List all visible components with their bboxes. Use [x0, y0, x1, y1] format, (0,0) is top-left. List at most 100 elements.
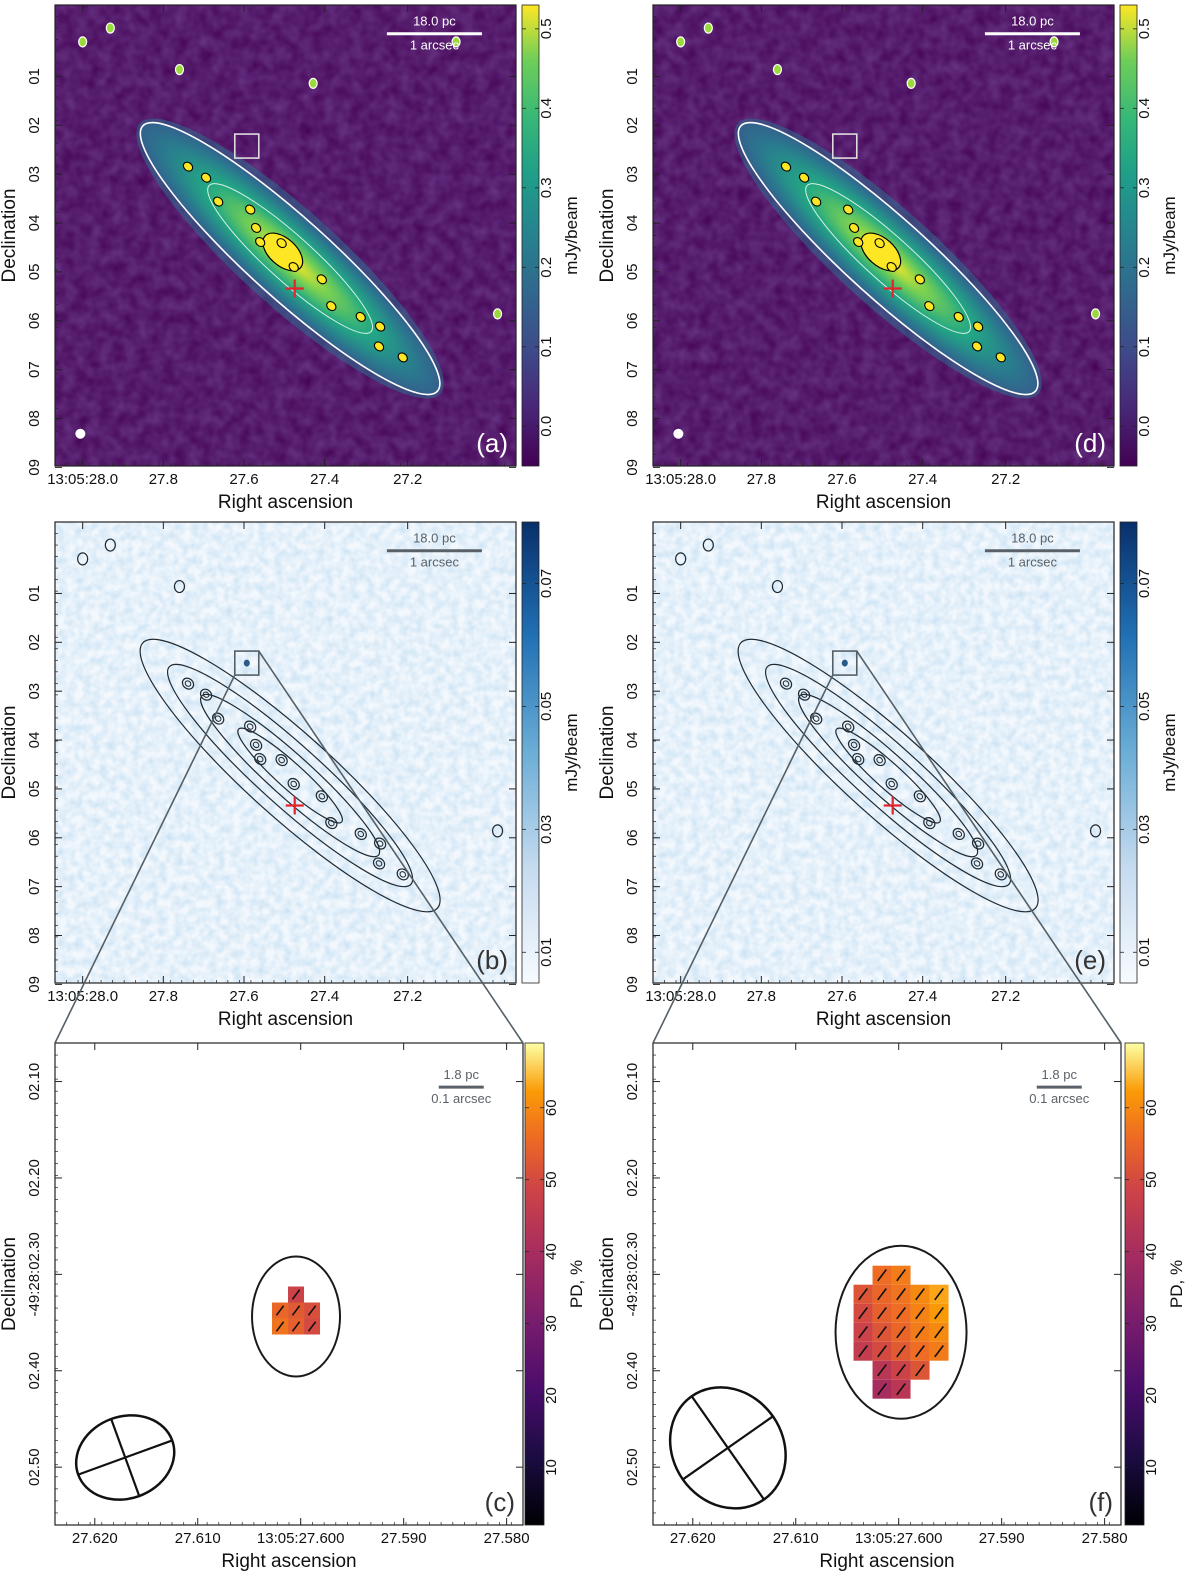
- y-tick-label: 02.20: [26, 1159, 43, 1197]
- x-tick-label: 27.6: [827, 471, 856, 488]
- colorbar-label: mJy/beam: [562, 713, 581, 791]
- isolated-source: [676, 36, 686, 48]
- panel-e: 18.0 pc 1 arcsec (e) 13:05:28.0 27.8 27.6 27.4…: [597, 521, 1179, 1030]
- colorbar-b: 0.01 0.03 0.05 0.07 mJy/beam: [521, 521, 581, 984]
- scale-bar-angular: 1 arcsec: [410, 38, 460, 53]
- zoom-connectors-right: [652, 650, 1122, 1044]
- y-tick-label: 07: [624, 878, 641, 895]
- polarization-vector: [934, 1326, 944, 1339]
- contour-knot-inner: [278, 756, 285, 764]
- isolated-source: [451, 36, 461, 48]
- polarization-vector: [896, 1326, 906, 1339]
- colorbar-tick-label: 60: [543, 1099, 560, 1116]
- source-contour: [834, 1244, 968, 1420]
- contour-knot-inner: [214, 715, 222, 722]
- polarization-vector: [896, 1288, 906, 1301]
- compact-source: [373, 341, 385, 352]
- polarization-vector: [896, 1307, 906, 1320]
- x-tick-label: 27.6: [827, 988, 856, 1005]
- compact-source: [995, 352, 1006, 363]
- polarization-vector: [877, 1364, 887, 1377]
- y-axis-title: Declination: [597, 706, 618, 800]
- polarization-vector: [915, 1288, 925, 1301]
- y-tick-label: 05: [624, 781, 641, 798]
- polarization-vector: [291, 1321, 301, 1332]
- y-tick-label: 01: [26, 585, 43, 602]
- polarized-source: [841, 659, 848, 667]
- contour-knot: [254, 752, 267, 766]
- polarization-vector: [877, 1307, 887, 1320]
- compact-source: [843, 204, 854, 215]
- y-tick-label: 01: [26, 68, 43, 85]
- contour-knot: [211, 712, 225, 725]
- isolated-source-contour: [702, 538, 714, 552]
- x-tick-label: 27.4: [908, 471, 937, 488]
- compact-source: [811, 196, 822, 207]
- x-axis-title: Right ascension: [816, 1009, 951, 1030]
- contour-knot: [873, 754, 886, 767]
- x-tick-label: 27.620: [670, 1530, 716, 1547]
- compact-source: [255, 236, 266, 248]
- scale-bar-physical: 18.0 pc: [413, 14, 456, 29]
- y-tick-label: 04: [26, 732, 43, 749]
- colorbar-tick-label: 0.07: [1136, 569, 1153, 598]
- colorbar-tick-label: 60: [1143, 1099, 1160, 1116]
- x-tick-label: 27.2: [393, 471, 422, 488]
- polarization-vector: [858, 1326, 868, 1339]
- contour-knot-inner: [375, 860, 383, 867]
- isolated-source-contour: [1089, 824, 1102, 838]
- contour-knot-inner: [955, 830, 963, 838]
- x-tick-label: 27.8: [149, 471, 178, 488]
- compact-source: [288, 261, 299, 273]
- scale-bar: 1.8 pc 0.1 arcsec: [431, 1067, 491, 1106]
- colorbar-tick-label: 0.5: [1136, 18, 1153, 39]
- contour-knot: [852, 752, 865, 766]
- x-tick-label: 27.2: [393, 988, 422, 1005]
- polarization-vector: [915, 1326, 925, 1339]
- isolated-source-contour: [77, 552, 89, 566]
- colorbar-tick-label: 0.3: [538, 177, 555, 198]
- scale-bar: 18.0 pc 1 arcsec: [386, 531, 482, 570]
- zoom-region-box: [831, 650, 858, 676]
- noise-texture: [55, 522, 516, 983]
- x-tick-label: 27.2: [991, 988, 1020, 1005]
- contour-knot: [354, 827, 367, 841]
- contour-level-3: [200, 693, 381, 858]
- zoom-region-box: [233, 133, 260, 159]
- contour-knot: [315, 790, 329, 803]
- polarization-vector: [877, 1288, 887, 1301]
- contour-knot-inner: [800, 691, 808, 698]
- y-tick-label: 02.20: [624, 1159, 641, 1197]
- polarization-vector: [934, 1288, 944, 1301]
- colorbar-tick-label: 50: [543, 1171, 560, 1188]
- colorbar-label: mJy/beam: [1160, 713, 1179, 791]
- contour-level-1: [737, 638, 1039, 913]
- y-tick-label: 07: [26, 878, 43, 895]
- contour-knot-inner: [973, 860, 981, 867]
- y-tick-label: 08: [624, 927, 641, 944]
- y-tick-label: 02.50: [26, 1448, 43, 1486]
- panel-f: 1.8 pc 0.1 arcsec (f) 27.620 27.610 13:05:27.…: [597, 1042, 1186, 1572]
- nuclear-core: [262, 232, 304, 272]
- isolated-source: [772, 63, 783, 76]
- colorbar-tick-label: 0.4: [538, 98, 555, 119]
- contour-knot-inner: [926, 819, 933, 827]
- colorbar-tick-label: 10: [543, 1459, 560, 1476]
- galaxy-contours: [737, 638, 1039, 913]
- scale-bar-angular: 1 arcsec: [1008, 555, 1058, 570]
- scale-bar-angular: 0.1 arcsec: [1029, 1091, 1089, 1106]
- compact-source: [213, 196, 224, 207]
- panel-d-image: [653, 5, 1114, 466]
- compact-source: [355, 311, 366, 322]
- x-axis-title: Right ascension: [218, 492, 353, 513]
- panel-label: (e): [1074, 945, 1106, 975]
- contour-knot: [244, 720, 257, 733]
- contour-knot: [971, 837, 985, 850]
- colorbar-gradient: [1119, 521, 1138, 984]
- contour-knot: [842, 720, 855, 733]
- scale-bar-angular: 0.1 arcsec: [431, 1091, 491, 1106]
- contour-knot-inner: [916, 793, 924, 800]
- contour-knot-inner: [399, 871, 407, 878]
- polarization-vector: [307, 1305, 317, 1316]
